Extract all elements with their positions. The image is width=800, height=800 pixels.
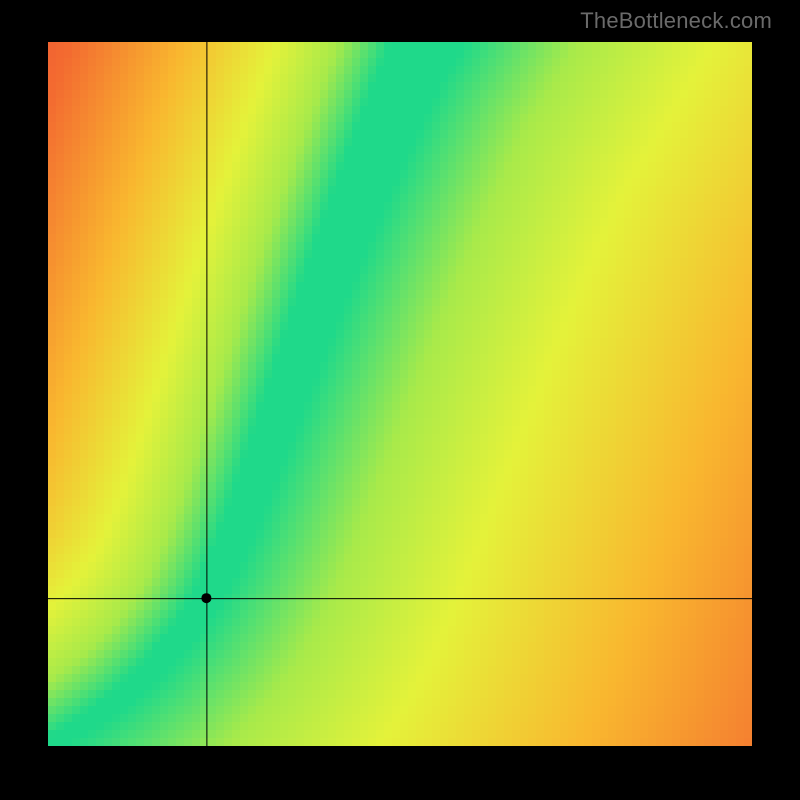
chart-container: TheBottleneck.com: [0, 0, 800, 800]
watermark-text: TheBottleneck.com: [580, 8, 772, 34]
bottleneck-heatmap: [48, 42, 752, 746]
